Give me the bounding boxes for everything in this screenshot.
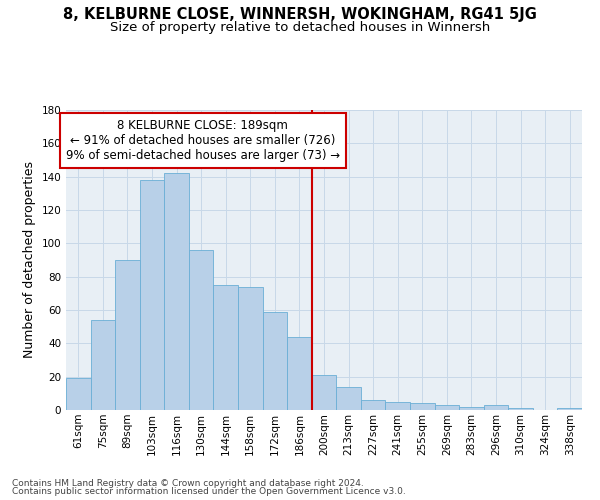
Bar [557, 408, 582, 410]
Bar [91, 320, 115, 410]
Bar [336, 386, 361, 410]
Text: Contains public sector information licensed under the Open Government Licence v3: Contains public sector information licen… [12, 487, 406, 496]
Bar [508, 408, 533, 410]
Bar [214, 285, 238, 410]
Text: Size of property relative to detached houses in Winnersh: Size of property relative to detached ho… [110, 21, 490, 34]
Bar [459, 406, 484, 410]
Text: Contains HM Land Registry data © Crown copyright and database right 2024.: Contains HM Land Registry data © Crown c… [12, 478, 364, 488]
Bar [189, 250, 214, 410]
Bar [238, 286, 263, 410]
Bar [263, 312, 287, 410]
Bar [434, 405, 459, 410]
Bar [484, 405, 508, 410]
Text: 8 KELBURNE CLOSE: 189sqm
← 91% of detached houses are smaller (726)
9% of semi-d: 8 KELBURNE CLOSE: 189sqm ← 91% of detach… [65, 119, 340, 162]
Y-axis label: Number of detached properties: Number of detached properties [23, 162, 36, 358]
Bar [361, 400, 385, 410]
Bar [140, 180, 164, 410]
Bar [312, 375, 336, 410]
Bar [115, 260, 140, 410]
Text: 8, KELBURNE CLOSE, WINNERSH, WOKINGHAM, RG41 5JG: 8, KELBURNE CLOSE, WINNERSH, WOKINGHAM, … [63, 8, 537, 22]
Bar [164, 174, 189, 410]
Bar [385, 402, 410, 410]
Bar [410, 404, 434, 410]
Bar [66, 378, 91, 410]
Bar [287, 336, 312, 410]
